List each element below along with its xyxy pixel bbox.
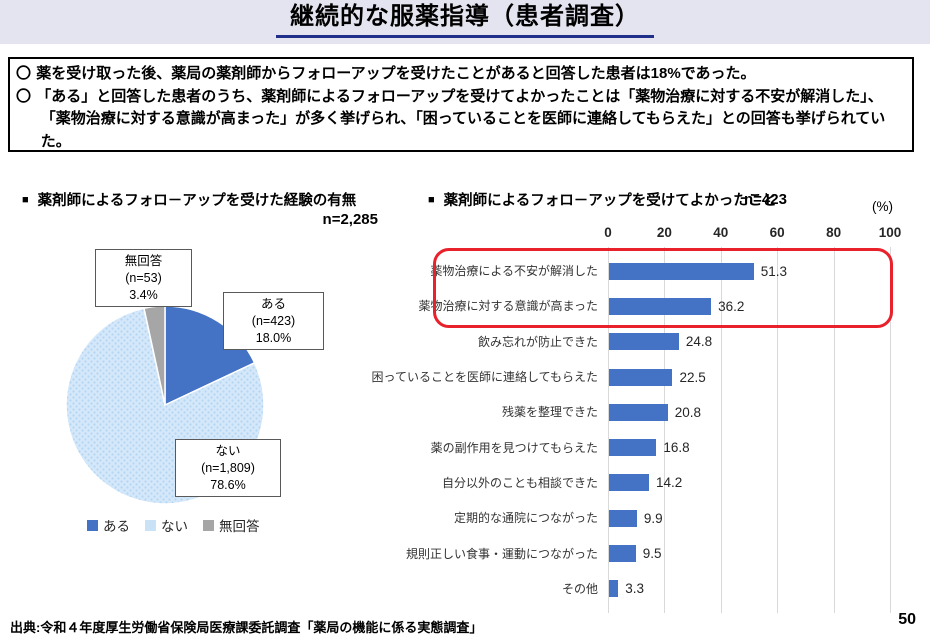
slice-n: (n=1,809) — [201, 460, 255, 475]
bar-rect — [609, 262, 754, 280]
circle-bullet-icon: 〇 — [16, 87, 32, 105]
slice-percent: 78.6% — [210, 477, 246, 492]
bar-rect — [609, 474, 649, 492]
x-tick-100: 100 — [878, 225, 902, 240]
bar-category-label: 規則正しい食事・運動につながった — [405, 546, 598, 561]
legend-item-aru: ある — [87, 515, 130, 535]
x-tick-0: 0 — [604, 225, 612, 240]
slice-n: (n=423) — [251, 313, 296, 328]
bar-category-label: 定期的な通院につながった — [453, 511, 598, 526]
highlight-outline — [433, 248, 893, 328]
circle-bullet-icon: 〇 — [16, 65, 32, 82]
pie-label-box-noanswer: 無回答 (n=53) 3.4% — [95, 249, 192, 308]
page-number: 50 — [898, 611, 916, 628]
legend-swatch-icon — [203, 519, 214, 531]
pie-chart-title: ■ 薬剤師によるフォロ－アップを受けた経験の有無 — [22, 189, 356, 210]
summary-box: 〇薬を受け取った後、薬局の薬剤師からフォローアップを受けたことがあると回答した患… — [8, 57, 914, 152]
slice-percent: 18.0% — [255, 330, 292, 345]
bar-value-label: 22.5 — [679, 369, 706, 385]
bar-value-label: 24.8 — [685, 334, 713, 350]
legend-label: ある — [103, 519, 130, 534]
bar-value-label: 51.3 — [760, 263, 787, 279]
legend-item-nai: ない — [145, 515, 188, 535]
square-bullet-icon: ■ — [428, 194, 435, 206]
legend-item-mukaito: 無回答 — [203, 515, 260, 535]
pie-label-box-aru: ある (n=423) 18.0% — [223, 292, 324, 351]
bar-rect — [609, 580, 619, 598]
source-note: 出典:令和４年度厚生労働省保険局医療課委託調査「薬局の機能に係る実態調査」 — [10, 620, 483, 635]
gridline-20 — [664, 247, 666, 613]
bar-value-label: 14.2 — [656, 475, 683, 491]
bar-sample-size: n=423 — [744, 191, 787, 208]
title-band: 継続的な服薬指導（患者調査） — [0, 0, 930, 44]
x-tick-60: 60 — [769, 225, 785, 240]
bar-rect — [609, 403, 668, 421]
summary-text-1: 薬を受け取った後、薬局の薬剤師からフォローアップを受けたことがあると回答した患者… — [36, 65, 756, 82]
summary-text-2: 「ある」と回答した患者のうち、薬剤師によるフォローアップを受けてよかったことは「… — [36, 87, 886, 150]
pie-label-box-nai: ない (n=1,809) 78.6% — [175, 439, 281, 498]
legend-swatch-icon — [145, 519, 156, 531]
summary-bullet-2: 〇「ある」と回答した患者のうち、薬剤師によるフォローアップを受けてよかったことは… — [16, 86, 904, 154]
slice-percent: 3.4% — [129, 287, 158, 302]
bar-rect — [609, 545, 636, 562]
bar-category-label: 自分以外のことも相談できた — [441, 475, 598, 490]
slice-label: ある — [260, 297, 286, 311]
bar-category-label: 残薬を整理できた — [501, 405, 598, 420]
slice-label: 無回答 — [124, 254, 163, 268]
gridline-100 — [890, 247, 891, 613]
bar-value-label: 3.3 — [625, 581, 645, 597]
gridline-80 — [833, 247, 835, 613]
bar-category-label: 薬の副作用を見つけてもらえた — [430, 440, 598, 455]
gridline-0 — [608, 247, 609, 613]
bar-value-label: 16.8 — [663, 440, 690, 456]
gridline-60 — [777, 247, 779, 613]
bar-rect — [609, 368, 673, 386]
summary-bullet-1: 〇薬を受け取った後、薬局の薬剤師からフォローアップを受けたことがあると回答した患… — [16, 63, 904, 86]
bar-chart-title: ■ 薬剤師によるフォロ－アップを受けてよかったこと — [428, 189, 777, 210]
bar-category-label: その他 — [561, 581, 598, 596]
bar-value-label: 9.5 — [642, 546, 662, 561]
slice-n: (n=53) — [125, 270, 162, 285]
pie-chart-title-text: 薬剤師によるフォロ－アップを受けた経験の有無 — [37, 193, 357, 209]
legend-label: 無回答 — [219, 519, 260, 534]
bar-category-label: 困っていることを医師に連絡してもらえた — [371, 370, 598, 384]
square-bullet-icon: ■ — [22, 194, 29, 206]
legend-swatch-icon — [87, 519, 98, 531]
page-title: 継続的な服薬指導（患者調査） — [276, 0, 654, 39]
bar-value-label: 36.2 — [718, 298, 745, 314]
bar-rect — [609, 297, 712, 315]
x-tick-40: 40 — [713, 225, 729, 240]
bar-chart-title-text: 薬剤師によるフォロ－アップを受けてよかったこと — [443, 193, 777, 209]
pie-sample-size: n=2,285 — [322, 211, 378, 228]
x-tick-20: 20 — [656, 225, 672, 240]
x-tick-80: 80 — [826, 225, 842, 240]
gridline-40 — [720, 247, 722, 613]
bar-category-label: 薬物治療に対する意識が高まった — [418, 299, 598, 314]
bar-value-label: 9.9 — [643, 510, 663, 526]
bar-category-label: 薬物治療による不安が解消した — [430, 264, 598, 279]
bar-value-label: 20.8 — [674, 404, 701, 420]
bar-rect — [609, 439, 657, 457]
bar-unit-label: (%) — [872, 199, 893, 214]
bar-category-label: 飲み忘れが防止できた — [477, 334, 598, 349]
pie-legend: ある ない 無回答 — [87, 515, 260, 535]
slice-label: ない — [215, 444, 241, 458]
bar-rect — [609, 509, 637, 527]
bar-rect — [609, 333, 679, 351]
legend-label: ない — [161, 519, 188, 534]
